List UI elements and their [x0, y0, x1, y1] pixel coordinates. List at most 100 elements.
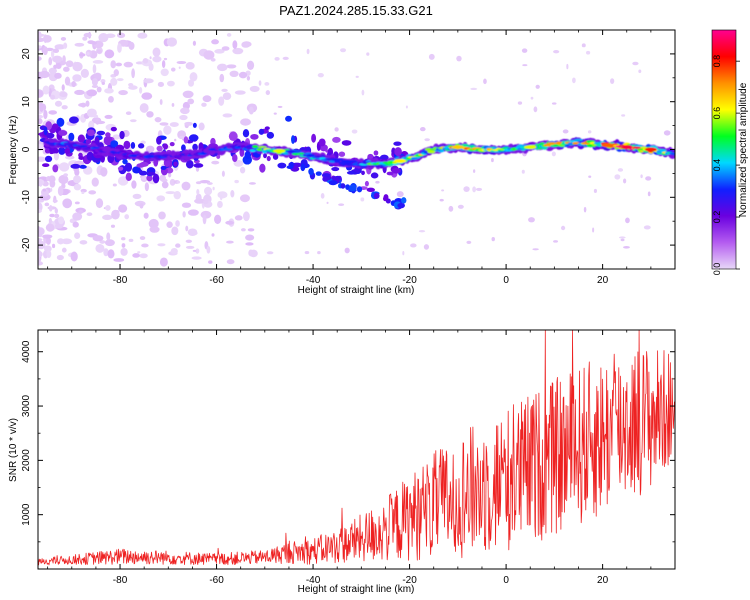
ridge-blob: [335, 158, 344, 162]
noise-blob: [114, 210, 120, 216]
noise-blob: [647, 191, 651, 197]
side-energy-blob: [162, 143, 169, 150]
ridge-blob: [49, 140, 56, 143]
side-energy-blob: [77, 134, 85, 143]
noise-blob: [184, 121, 193, 126]
noise-blob: [623, 178, 627, 184]
x-tick-label: -40: [306, 575, 321, 586]
noise-blob: [65, 60, 74, 68]
noise-blob: [118, 204, 128, 213]
side-energy-blob: [258, 128, 265, 135]
noise-blob: [57, 238, 65, 245]
noise-blob: [266, 251, 274, 255]
noise-blob: [48, 110, 58, 115]
ridge-blob: [252, 145, 259, 149]
spectrogram-ridge: [43, 137, 675, 170]
side-energy-blob: [96, 130, 106, 136]
noise-blob: [355, 75, 359, 78]
noise-blob: [86, 52, 90, 56]
noise-blob: [587, 130, 592, 134]
noise-blob: [87, 40, 95, 45]
ridge-blob: [427, 150, 436, 154]
noise-blob: [211, 233, 215, 237]
noise-blob: [428, 53, 435, 60]
noise-blob: [226, 33, 232, 37]
side-energy-blob: [156, 136, 162, 145]
ridge-peak: [620, 145, 633, 150]
noise-blob: [226, 259, 235, 265]
noise-blob: [185, 245, 195, 249]
spectrogram-marks: [38, 31, 675, 267]
y-tick-label: 10: [21, 96, 32, 108]
noise-blob: [361, 89, 365, 96]
noise-blob: [128, 41, 135, 50]
noise-blob: [139, 236, 146, 241]
noise-blob: [92, 60, 104, 64]
noise-blob: [42, 46, 48, 56]
y-tick-label: -20: [21, 237, 32, 252]
noise-blob: [38, 56, 42, 61]
side-energy-blob: [277, 162, 287, 169]
side-energy-blob: [136, 163, 145, 168]
side-energy-blob: [264, 126, 270, 130]
noise-blob: [226, 64, 237, 69]
tail-blob: [286, 165, 294, 170]
noise-blob: [139, 87, 143, 94]
noise-blob: [222, 113, 233, 118]
noise-blob: [229, 70, 239, 78]
side-energy-blob: [68, 132, 75, 142]
side-energy-blob: [338, 151, 346, 157]
side-energy-blob: [341, 140, 352, 146]
noise-blob: [423, 244, 430, 250]
noise-blob: [221, 170, 225, 177]
noise-blob: [182, 211, 186, 218]
noise-blob: [456, 55, 462, 62]
noise-blob: [139, 103, 149, 113]
noise-blob: [131, 68, 135, 79]
noise-blob: [208, 260, 213, 264]
ridge-blob: [640, 146, 648, 149]
x-tick-label: 0: [503, 275, 509, 286]
noise-blob: [108, 95, 114, 103]
noise-blob: [141, 92, 153, 100]
side-energy-blob: [216, 154, 221, 159]
noise-blob: [63, 173, 69, 177]
side-energy-blob: [56, 117, 65, 127]
noise-blob: [56, 254, 64, 261]
ridge-blob: [672, 152, 675, 156]
noise-blob: [247, 228, 255, 232]
side-energy-blob: [105, 132, 111, 137]
colorbar-label: Normalized spectral amplitude: [738, 82, 749, 217]
colorbar-tick-label: 0.2: [712, 211, 722, 224]
noise-blob: [233, 159, 244, 167]
noise-blob: [143, 78, 154, 84]
side-energy-blob: [379, 154, 389, 161]
side-energy-blob: [44, 155, 53, 163]
noise-blob: [124, 214, 130, 220]
noise-blob: [54, 213, 60, 219]
side-energy-blob: [394, 147, 402, 157]
x-tick-label: -60: [209, 275, 224, 286]
ridge-blob: [121, 153, 128, 156]
tail-blob: [315, 171, 322, 176]
side-energy-blob: [373, 150, 379, 156]
noise-blob: [116, 32, 126, 39]
noise-blob: [245, 234, 255, 241]
side-energy-blob: [259, 163, 266, 173]
noise-blob: [240, 228, 246, 232]
noise-blob: [182, 90, 194, 99]
noise-blob: [42, 35, 52, 43]
noise-blob: [173, 190, 181, 200]
noise-blob: [533, 106, 538, 113]
ridge-peak: [601, 143, 614, 148]
noise-blob: [211, 39, 219, 45]
x-tick-label: 0: [503, 575, 509, 586]
noise-blob: [551, 151, 556, 157]
noise-blob: [53, 64, 58, 69]
noise-blob: [199, 180, 211, 184]
spectrogram-y-ticks: -20 -10 0 10 20: [21, 29, 675, 270]
noise-blob: [517, 101, 523, 105]
noise-blob: [115, 62, 123, 67]
noise-blob: [74, 232, 81, 239]
